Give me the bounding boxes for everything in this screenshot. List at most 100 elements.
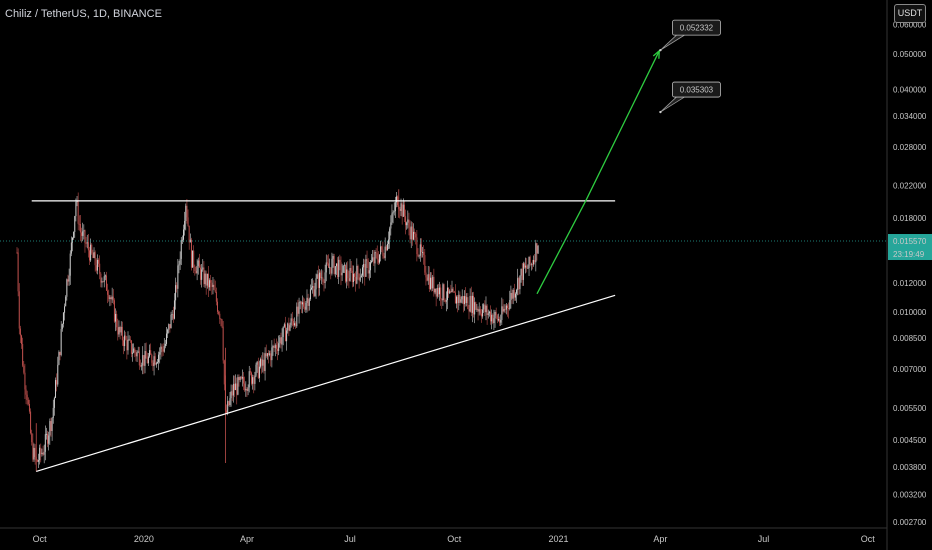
candle (405, 209, 407, 235)
candle (414, 228, 416, 241)
candle (238, 374, 240, 387)
candle (107, 283, 109, 304)
candle (382, 241, 384, 259)
candle (356, 258, 358, 285)
candle (395, 191, 397, 208)
candle (407, 210, 409, 229)
candle (128, 335, 130, 341)
candle (332, 253, 334, 268)
candle (354, 272, 356, 282)
candle (535, 239, 537, 272)
candle (358, 273, 360, 289)
candle (135, 350, 137, 362)
candle (82, 222, 84, 242)
candle (295, 321, 297, 329)
candle (456, 295, 458, 309)
candle (458, 290, 460, 311)
support-line[interactable] (36, 294, 616, 473)
time-axis-label: Oct (861, 534, 876, 544)
candle (117, 318, 119, 341)
candle (25, 385, 27, 405)
candle (399, 206, 401, 219)
candle (469, 288, 471, 313)
candle (453, 290, 455, 293)
price-callout[interactable]: 0.052332 (659, 19, 721, 52)
candle (16, 247, 18, 254)
candle (30, 408, 32, 435)
candle (255, 362, 257, 378)
candle (274, 343, 276, 357)
candle (28, 399, 30, 414)
candle (528, 256, 530, 277)
candle (103, 271, 105, 288)
candle (139, 359, 141, 368)
candle (321, 269, 323, 285)
candle (244, 376, 246, 392)
price-callout[interactable]: 0.035303 (659, 81, 721, 114)
time-axis-label: Jul (344, 534, 356, 544)
candle (429, 272, 431, 291)
candle (401, 201, 403, 225)
candle (317, 265, 319, 297)
time-axis[interactable]: Oct 2020 Apr Jul Oct 2021 Apr Jul Oct (33, 534, 876, 544)
candle (527, 264, 529, 269)
candle (419, 238, 421, 262)
candle (378, 254, 380, 265)
candle (390, 215, 392, 236)
candle (81, 227, 83, 243)
candle (432, 274, 434, 292)
candle (446, 280, 448, 310)
candle (400, 198, 402, 216)
candle (465, 287, 467, 307)
candle (94, 250, 96, 272)
price-axis[interactable]: 0.060000 0.050000 0.040000 0.034000 0.028000… (0, 21, 932, 527)
candle (144, 343, 146, 374)
candle (178, 260, 180, 274)
chart-title: Chiliz / TetherUS, 1D, BINANCE (5, 8, 162, 20)
candle (348, 270, 350, 289)
candle (309, 284, 311, 301)
candle (501, 297, 503, 325)
candle (278, 335, 280, 356)
candle (17, 248, 19, 297)
candle (96, 254, 98, 275)
candle (229, 391, 231, 407)
candle (112, 289, 114, 305)
candle (291, 311, 293, 327)
last-price-label: 0.015570 (893, 237, 927, 246)
candle (50, 417, 52, 437)
candle (334, 266, 336, 278)
candle (102, 281, 104, 283)
candle (266, 352, 268, 360)
candle (512, 288, 514, 305)
candle (258, 360, 260, 383)
price-axis-label: 0.007000 (893, 365, 927, 374)
candle (386, 240, 388, 251)
candle (159, 347, 161, 364)
candle (519, 275, 521, 295)
candle (507, 304, 509, 317)
candle (172, 306, 174, 323)
candle (187, 209, 189, 227)
candle (299, 300, 301, 310)
candle (311, 278, 313, 291)
candle (245, 381, 247, 397)
candle (380, 240, 382, 262)
candle (227, 396, 229, 416)
candle (431, 272, 433, 292)
candle (44, 425, 46, 461)
projection-arrow[interactable] (536, 50, 660, 295)
candle (314, 282, 316, 298)
candle (312, 278, 314, 294)
candle (254, 371, 256, 391)
candle (482, 303, 484, 319)
candle (64, 303, 66, 321)
candle (352, 265, 354, 287)
candle (294, 317, 296, 327)
currency-button[interactable]: USDT (894, 4, 926, 23)
candle (306, 289, 308, 313)
candle (228, 400, 230, 407)
candle (408, 212, 410, 236)
